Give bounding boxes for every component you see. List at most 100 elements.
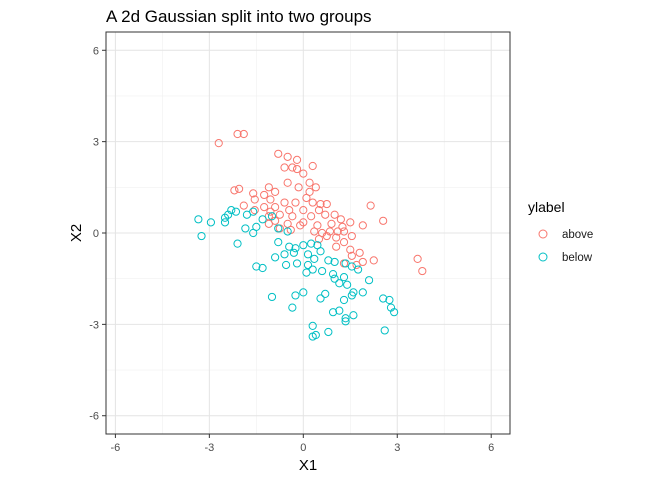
point-below bbox=[194, 215, 203, 224]
point-below bbox=[258, 215, 267, 224]
point-below bbox=[308, 265, 317, 274]
point-below bbox=[308, 321, 317, 330]
point-above bbox=[271, 187, 280, 196]
point-above bbox=[358, 221, 367, 230]
point-above bbox=[292, 155, 302, 165]
point-above bbox=[283, 152, 292, 161]
point-below bbox=[343, 280, 352, 289]
x-tick-label: 0 bbox=[300, 442, 306, 454]
point-above bbox=[271, 203, 280, 212]
point-above bbox=[302, 193, 311, 203]
point-below bbox=[347, 291, 356, 300]
point-above bbox=[310, 227, 319, 236]
point-below bbox=[328, 308, 338, 317]
point-below bbox=[285, 242, 294, 251]
point-below bbox=[349, 311, 358, 320]
x-tick-label: -3 bbox=[204, 442, 214, 454]
point-below bbox=[227, 206, 236, 215]
point-below bbox=[271, 253, 280, 262]
point-above bbox=[294, 183, 303, 192]
point-below bbox=[291, 291, 300, 300]
point-below bbox=[274, 224, 283, 233]
point-above bbox=[379, 216, 388, 225]
point-below bbox=[321, 289, 330, 299]
point-above bbox=[308, 198, 317, 207]
point-above bbox=[332, 233, 341, 242]
point-above bbox=[230, 186, 239, 195]
point-below bbox=[280, 250, 289, 259]
point-below bbox=[267, 212, 277, 221]
point-above bbox=[214, 139, 223, 148]
legend: ylabel above below bbox=[528, 199, 593, 264]
point-above bbox=[299, 206, 308, 215]
y-tick-label: -3 bbox=[89, 319, 99, 331]
point-above bbox=[291, 198, 300, 207]
y-tick-label: 6 bbox=[93, 45, 99, 57]
point-above bbox=[339, 227, 349, 236]
point-below bbox=[308, 332, 317, 341]
series-below-points bbox=[194, 206, 399, 341]
point-below bbox=[231, 207, 241, 216]
point-below bbox=[252, 262, 261, 271]
point-above bbox=[330, 210, 339, 219]
point-below bbox=[288, 303, 297, 312]
y-tick-label: -6 bbox=[89, 411, 99, 423]
point-below bbox=[220, 218, 230, 227]
point-below bbox=[281, 260, 291, 270]
x-tick-label: -6 bbox=[111, 442, 121, 454]
y-tick-label: 3 bbox=[93, 137, 99, 149]
chart-title: A 2d Gaussian split into two groups bbox=[106, 7, 372, 26]
point-below bbox=[341, 317, 350, 326]
point-above bbox=[316, 199, 325, 209]
point-above bbox=[322, 231, 331, 241]
point-above bbox=[239, 129, 248, 139]
point-above bbox=[239, 201, 248, 210]
y-axis-label: X2 bbox=[68, 224, 85, 242]
point-below bbox=[291, 244, 300, 253]
y-axis-ticks: -6 -3 0 3 6 bbox=[89, 45, 106, 423]
x-tick-label: 6 bbox=[488, 442, 494, 454]
point-below bbox=[274, 238, 283, 247]
point-below bbox=[289, 248, 299, 257]
point-above bbox=[347, 231, 356, 241]
point-below bbox=[339, 295, 349, 305]
point-above bbox=[292, 164, 302, 174]
point-above bbox=[264, 183, 273, 192]
point-below bbox=[364, 276, 374, 285]
point-above bbox=[266, 195, 275, 204]
point-above bbox=[299, 169, 308, 178]
point-above bbox=[260, 190, 269, 200]
point-above bbox=[339, 238, 349, 247]
legend-label-above: above bbox=[562, 229, 593, 241]
point-below bbox=[316, 294, 325, 303]
point-above bbox=[250, 195, 259, 204]
point-above bbox=[280, 198, 289, 207]
point-below bbox=[249, 207, 258, 216]
point-above bbox=[418, 266, 427, 276]
grid-lines bbox=[106, 32, 510, 434]
point-above bbox=[321, 210, 330, 219]
point-above bbox=[307, 212, 316, 221]
legend-key-above bbox=[538, 229, 548, 239]
legend-title: ylabel bbox=[528, 199, 565, 215]
point-below bbox=[379, 294, 388, 303]
point-above bbox=[296, 221, 305, 230]
point-below bbox=[335, 279, 344, 288]
point-below bbox=[267, 292, 277, 302]
point-below bbox=[335, 306, 344, 315]
point-above bbox=[283, 178, 292, 187]
point-below bbox=[233, 239, 242, 248]
legend-key-below bbox=[538, 252, 548, 262]
point-above bbox=[250, 206, 259, 215]
point-above bbox=[352, 260, 361, 270]
point-above bbox=[274, 149, 283, 158]
point-above bbox=[305, 178, 314, 187]
point-above bbox=[346, 245, 355, 254]
point-above bbox=[249, 189, 258, 198]
point-below bbox=[303, 260, 313, 270]
point-above bbox=[288, 163, 297, 172]
point-below bbox=[310, 254, 319, 263]
point-above bbox=[280, 163, 289, 172]
point-below bbox=[197, 231, 206, 241]
